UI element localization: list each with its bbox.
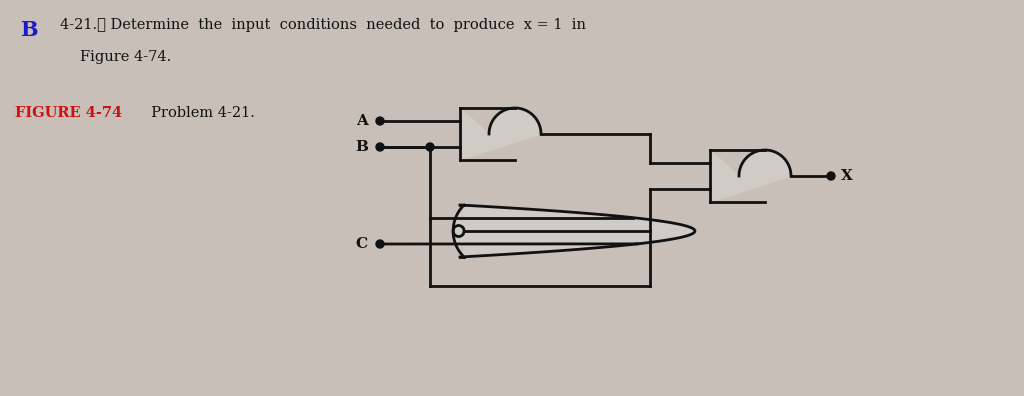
Text: Figure 4-74.: Figure 4-74. [80,50,171,64]
Circle shape [376,240,384,248]
Circle shape [827,172,835,180]
Circle shape [426,143,434,151]
Polygon shape [454,205,695,257]
Text: X: X [841,169,853,183]
Text: FIGURE 4-74: FIGURE 4-74 [15,106,122,120]
Circle shape [376,143,384,151]
Text: C: C [356,237,368,251]
Polygon shape [460,108,541,160]
Circle shape [376,117,384,125]
Text: B: B [355,140,368,154]
Text: Problem 4-21.: Problem 4-21. [142,106,255,120]
Text: B: B [20,20,38,40]
Polygon shape [710,150,791,202]
Text: 4-21.★ Determine  the  input  conditions  needed  to  produce  x = 1  in: 4-21.★ Determine the input conditions ne… [60,18,586,32]
Text: A: A [356,114,368,128]
